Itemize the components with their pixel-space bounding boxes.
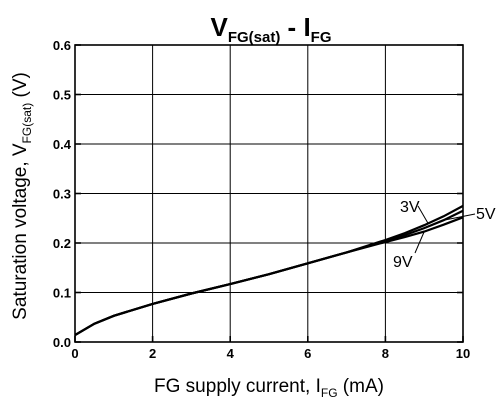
series-line-5v — [74, 209, 464, 337]
y-tick-label: 0.5 — [53, 88, 71, 103]
y-tick-label: 0.4 — [53, 137, 72, 152]
y-tick-label: 0.1 — [53, 286, 71, 301]
x-tick-label: 6 — [304, 346, 311, 361]
y-tick-labels: 0.0 0.1 0.2 0.3 0.4 0.5 0.6 — [53, 38, 72, 350]
x-axis-label-subscript: FG — [321, 386, 338, 400]
annotation-label-3v: 3V — [400, 199, 420, 216]
annotation-label-5v: 5V — [476, 206, 496, 223]
series-line-9v — [74, 216, 464, 337]
annotation-leader-9v — [414, 231, 425, 254]
y-tick-label: 0.2 — [53, 236, 71, 251]
ticks — [74, 44, 464, 343]
y-axis-label: Saturation voltage, VFG(sat) (V) — [10, 72, 34, 320]
title-second: I — [303, 12, 310, 42]
x-axis-label-unit: (mA) — [338, 376, 384, 397]
x-tick-label: 0 — [71, 346, 78, 361]
title-main: V — [210, 12, 228, 42]
x-tick-labels: 0 2 4 6 8 10 — [71, 346, 470, 361]
y-axis-label-subscript: FG(sat) — [20, 103, 34, 144]
x-tick-label: 10 — [456, 346, 470, 361]
annotations: 3V 5V 9V — [393, 199, 496, 271]
annotation-leader-3v — [417, 205, 429, 224]
grid — [75, 45, 463, 342]
y-tick-label: 0.0 — [53, 335, 71, 350]
chart-title: VFG(sat) - IFG — [210, 12, 331, 46]
y-tick-label: 0.3 — [53, 187, 71, 202]
series-group — [74, 204, 464, 337]
title-main-subscript: FG(sat) — [228, 29, 281, 46]
x-tick-label: 8 — [382, 346, 389, 361]
x-axis-label-text: FG supply current, I — [154, 376, 321, 397]
annotation-label-9v: 9V — [393, 254, 413, 271]
y-tick-label: 0.6 — [53, 38, 71, 53]
annotation-leader-5v — [443, 213, 476, 221]
x-tick-label: 2 — [149, 346, 156, 361]
title-separator: - — [280, 12, 303, 42]
y-axis-label-unit: (V) — [10, 72, 31, 103]
y-axis-label-text: Saturation voltage, V — [10, 143, 31, 320]
x-tick-label: 4 — [227, 346, 235, 361]
x-axis-label: FG supply current, IFG (mA) — [154, 376, 384, 400]
title-second-subscript: FG — [311, 29, 332, 46]
